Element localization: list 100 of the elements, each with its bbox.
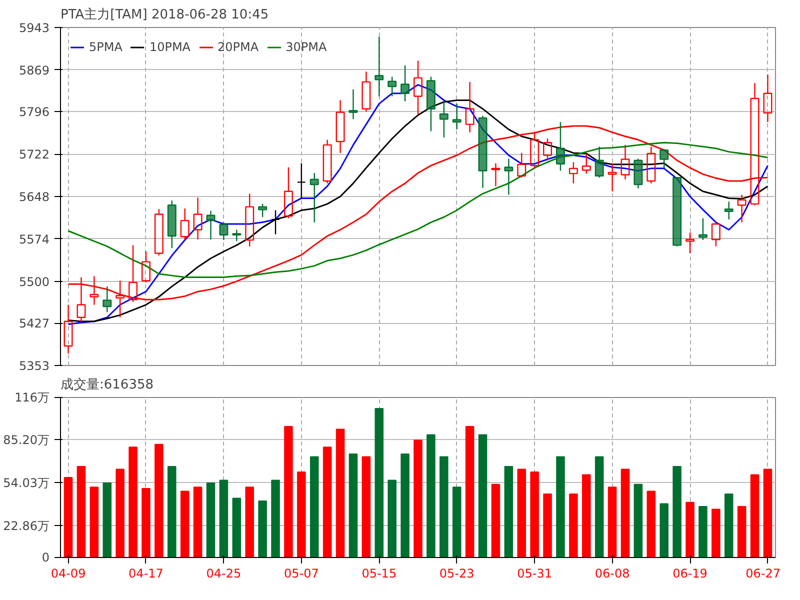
bar [154,444,164,558]
bar [660,503,668,558]
legend-label: 5PMA [89,40,122,54]
bar [64,477,73,558]
bar [388,480,396,558]
candlestick [206,210,216,240]
legend-label: 10PMA [149,40,191,54]
bar [634,484,643,558]
bar [672,466,682,558]
bar [414,440,422,558]
y-tick-label: 22.86万 [3,518,50,533]
x-tick-label: 06-08 [594,566,630,580]
candlestick [271,210,280,235]
legend-label: 20PMA [218,40,259,54]
y-tick-label: 54.03万 [3,476,50,490]
y-tick-label: 5574 [18,232,50,246]
candlestick [232,229,242,242]
y-tick-label: 0 [42,550,50,564]
y-tick-label: 5427 [18,316,50,331]
bar [608,486,617,558]
x-tick-label: 06-19 [672,566,708,580]
bar [737,506,746,558]
candlestick [374,36,384,97]
bar [245,486,254,558]
y-tick-label: 5648 [18,190,50,204]
candlestick [439,100,448,138]
candlestick [414,60,422,115]
bar [168,466,176,558]
bar [297,471,306,558]
bar [594,456,604,558]
bar [620,468,630,558]
candlestick [336,100,345,154]
bar [348,454,358,558]
candlestick [646,146,656,184]
y-tick-label: 5722 [18,148,50,162]
bar [116,468,124,558]
bar [698,506,708,558]
y-tick-label: 5500 [18,274,50,289]
candlestick [737,194,746,223]
bar [76,466,86,558]
bar [750,474,760,558]
bar [426,434,436,558]
bar [258,500,267,558]
bar [232,498,242,558]
bar [362,456,371,558]
candlestick [620,144,630,180]
bar [569,494,578,558]
candlestick [465,81,474,133]
candlestick [608,162,617,192]
candlestick [64,304,73,354]
bar [491,484,500,558]
bar [517,468,526,558]
x-tick-label: 04-09 [50,566,86,580]
y-tick-label: 85.20万 [3,432,50,447]
bar [336,428,345,558]
candlestick [763,74,772,123]
bar [271,480,280,558]
bar [712,508,720,558]
candlestick [322,139,332,184]
candlestick [634,158,643,190]
chart-title: 成交量:616358 [60,376,154,392]
x-tick-label: 05-07 [284,566,319,580]
chart-title: PTA主力[TAM] 2018-06-28 10:45 [60,6,269,22]
legend-label: 30PMA [286,40,327,54]
bar [478,434,488,558]
bar [400,454,410,558]
candlestick [193,197,202,240]
bar [646,490,656,558]
x-tick-label: 05-31 [517,566,552,580]
bar [310,456,319,558]
y-tick-label: 5353 [18,359,50,373]
bar [530,471,539,558]
bar [504,466,514,558]
candlestick [478,115,488,189]
bar [90,486,99,558]
y-tick-label: 116万 [14,390,50,404]
bar [206,482,216,558]
bar [465,426,474,558]
bar [556,456,565,558]
bar [374,408,384,558]
x-tick-label: 04-17 [128,566,164,580]
x-tick-label: 06-27 [746,566,781,580]
x-tick-label: 05-15 [362,566,397,580]
x-tick-label: 05-23 [439,566,474,580]
bar [180,490,190,558]
bar [724,494,734,558]
bar [142,488,150,558]
bar [582,474,591,558]
bar [128,446,138,558]
candlestick [491,162,500,187]
bar [452,486,462,558]
y-tick-label: 5796 [18,105,50,120]
bar [322,446,332,558]
candlestick [504,158,514,196]
bar [193,486,202,558]
y-tick-label: 5943 [18,21,50,35]
bar [543,494,552,558]
bar [686,502,694,558]
x-tick-label: 04-25 [206,566,242,580]
bar [763,468,772,558]
